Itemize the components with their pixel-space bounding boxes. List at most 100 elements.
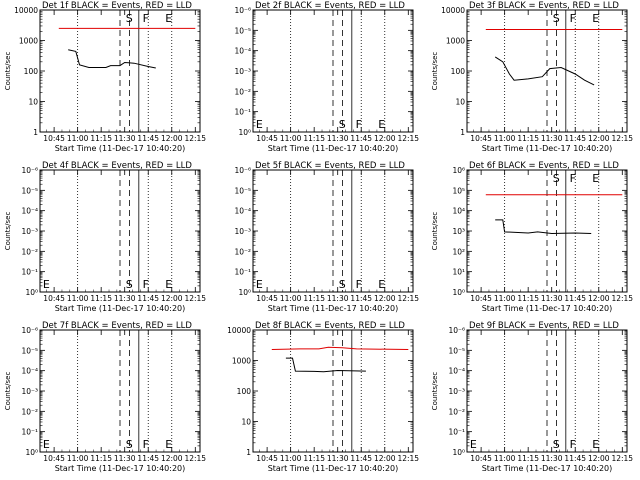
y-tick-label: 10⁻⁴ [234, 47, 251, 56]
interval-marker-E: E [256, 278, 263, 291]
y-tick-label: 10⁻⁵ [448, 346, 465, 355]
interval-marker-F: F [143, 438, 149, 451]
x-tick-label: 11:15 [303, 294, 325, 303]
y-tick-label: 10⁵ [452, 186, 465, 195]
interval-marker-E: E [592, 172, 599, 185]
interval-marker-S: S [339, 278, 346, 291]
y-tick-label: 10⁻¹ [21, 428, 38, 437]
events-series-line [285, 357, 366, 373]
interval-marker-E: E [43, 438, 50, 451]
y-tick-label: 1000 [446, 37, 465, 46]
interval-marker-S: S [553, 172, 560, 185]
x-tick-label: 12:15 [611, 294, 633, 303]
y-tick-label: 10⁻⁴ [234, 207, 251, 216]
x-axis-label: Start Time (11-Dec-17 10:40:20) [268, 304, 399, 313]
lld-series-line [271, 346, 409, 350]
y-tick-label: 10⁰ [25, 288, 38, 297]
interval-marker-F: F [570, 172, 576, 185]
y-tick-label: 10² [452, 247, 465, 256]
interval-marker-F: F [570, 438, 576, 451]
y-tick-label: 10⁻¹ [234, 108, 251, 117]
y-tick-label: 1000 [19, 37, 38, 46]
y-tick-label: 10⁻¹ [448, 428, 465, 437]
x-axis-label: Start Time (11-Dec-17 10:40:20) [268, 464, 399, 473]
y-tick-label: 10⁻⁵ [234, 26, 251, 35]
x-tick-label: 11:00 [494, 134, 516, 143]
x-tick-label: 11:00 [280, 294, 302, 303]
plot-3: Det 3f BLACK = Events, RED = LLD 1 10 100 10… [431, 1, 633, 153]
x-tick-label: 11:15 [517, 134, 539, 143]
plot-6: Det 6f BLACK = Events, RED = LLD 10⁰ 10¹ 10… [431, 161, 633, 313]
y-tick-label: 1 [460, 128, 465, 137]
x-tick-label: 12:15 [184, 454, 206, 463]
y-tick-label: 1 [33, 128, 38, 137]
x-tick-label: 10:45 [43, 294, 65, 303]
y-tick-label: 10⁻⁵ [21, 186, 38, 195]
y-tick-label: 10⁰ [238, 128, 251, 137]
y-tick-label: 10000 [14, 6, 38, 15]
y-tick-label: 10⁻² [234, 87, 251, 96]
y-tick-label: 10¹ [452, 268, 465, 277]
y-tick-label: 10⁻⁴ [21, 207, 38, 216]
interval-marker-E: E [378, 118, 385, 131]
interval-marker-E: E [592, 438, 599, 451]
x-tick-label: 12:15 [397, 454, 419, 463]
interval-marker-S: S [339, 118, 346, 131]
y-tick-label: 100 [451, 67, 466, 76]
x-tick-label: 11:00 [280, 454, 302, 463]
x-tick-label: 11:30 [114, 294, 136, 303]
plot-title: Det 4f BLACK = Events, RED = LLD [42, 161, 192, 171]
y-tick-label: 10⁻⁵ [21, 346, 38, 355]
x-tick-label: 12:00 [374, 294, 396, 303]
y-tick-label: 10⁻³ [21, 227, 38, 236]
events-series-line [494, 56, 595, 86]
x-tick-label: 11:30 [327, 294, 349, 303]
x-tick-label: 12:00 [374, 454, 396, 463]
y-tick-label: 10⁻³ [234, 227, 251, 236]
y-tick-label: 10⁰ [452, 448, 465, 457]
x-tick-label: 10:45 [470, 294, 492, 303]
x-tick-label: 11:30 [541, 294, 563, 303]
x-tick-label: 10:45 [43, 454, 65, 463]
events-series-line [68, 49, 156, 69]
x-axis-label: Start Time (11-Dec-17 10:40:20) [55, 144, 186, 153]
x-tick-label: 11:00 [494, 294, 516, 303]
interval-marker-F: F [143, 12, 149, 25]
x-tick-label: 10:45 [256, 454, 278, 463]
x-tick-label: 11:30 [327, 454, 349, 463]
x-tick-label: 12:15 [184, 294, 206, 303]
y-tick-label: 1000 [232, 357, 251, 366]
interval-marker-E: E [256, 118, 263, 131]
x-tick-label: 11:00 [67, 294, 89, 303]
y-tick-label: 10⁻² [448, 407, 465, 416]
y-axis-label: Counts/sec [431, 52, 439, 91]
x-tick-label: 11:45 [350, 454, 372, 463]
x-tick-label: 11:15 [517, 454, 539, 463]
x-tick-label: 11:00 [280, 134, 302, 143]
plot-title: Det 7f BLACK = Events, RED = LLD [42, 321, 192, 331]
interval-marker-E: E [165, 278, 172, 291]
x-tick-label: 12:00 [161, 294, 183, 303]
x-tick-label: 12:00 [374, 134, 396, 143]
plot-title: Det 3f BLACK = Events, RED = LLD [469, 1, 619, 11]
x-axis-label: Start Time (11-Dec-17 10:40:20) [482, 304, 613, 313]
y-tick-label: 10000 [441, 6, 465, 15]
y-tick-label: 10⁻¹ [21, 268, 38, 277]
plot-7: Det 7f BLACK = Events, RED = LLD 10⁰ 10⁻¹ 1… [4, 321, 206, 473]
interval-marker-S: S [126, 278, 133, 291]
events-series-line [495, 219, 592, 235]
x-tick-label: 11:45 [137, 454, 159, 463]
interval-marker-E: E [165, 438, 172, 451]
x-tick-label: 10:45 [470, 454, 492, 463]
x-tick-label: 11:45 [564, 454, 586, 463]
interval-marker-E: E [165, 12, 172, 25]
y-tick-label: 10⁻⁵ [234, 186, 251, 195]
x-tick-label: 11:00 [67, 454, 89, 463]
plot-title: Det 9f BLACK = Events, RED = LLD [469, 321, 619, 331]
y-tick-label: 10⁻⁶ [21, 326, 38, 335]
y-tick-label: 10³ [452, 227, 465, 236]
x-tick-label: 12:00 [588, 294, 610, 303]
x-tick-label: 10:45 [43, 134, 65, 143]
plot-title: Det 8f BLACK = Events, RED = LLD [255, 321, 405, 331]
